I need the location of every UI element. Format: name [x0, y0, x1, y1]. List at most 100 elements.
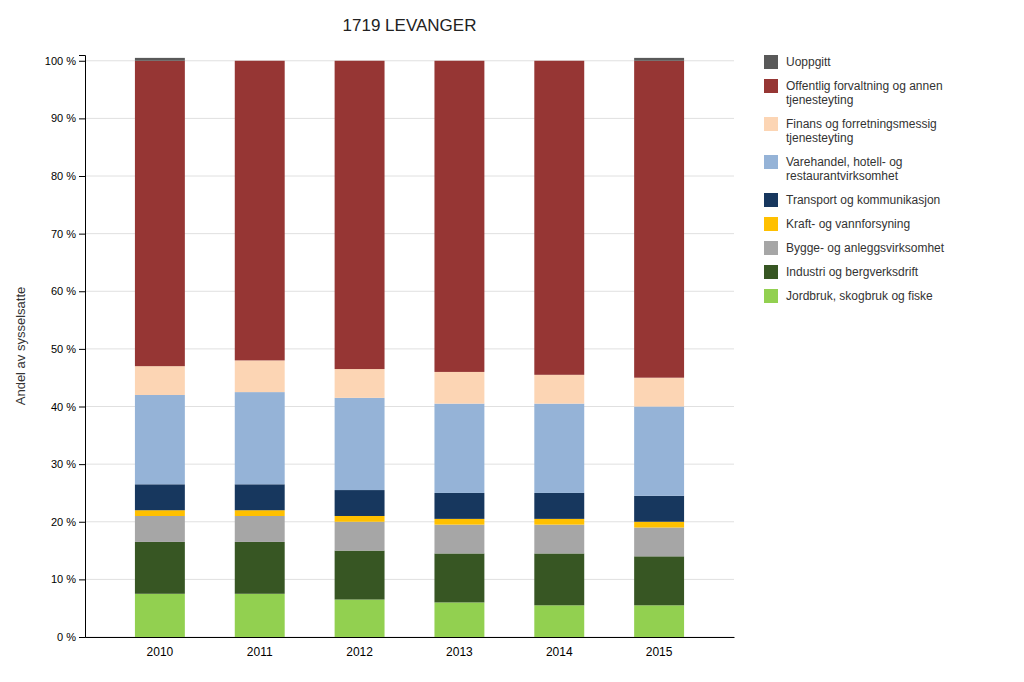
y-tick: 80 %: [51, 170, 85, 182]
legend-item: Offentlig forvaltning og annen tjenestey…: [764, 79, 946, 107]
x-tick-label: 2011: [247, 645, 273, 659]
y-tick-mark: [79, 637, 85, 638]
bar-segment: [235, 60, 285, 61]
y-tick-label: 30 %: [51, 458, 76, 470]
y-axis-line: [79, 56, 86, 638]
bar-segment: [634, 407, 684, 496]
y-tick-mark: [79, 234, 85, 235]
bar-series: [135, 542, 684, 605]
bar-segment: [534, 525, 584, 554]
x-tick-label: 2015: [646, 645, 673, 659]
x-tick-label: 2014: [546, 645, 573, 659]
bar-segment: [235, 516, 285, 542]
bar-segment: [634, 528, 684, 557]
bar-series: [135, 360, 684, 406]
legend-swatch: [764, 193, 778, 207]
bar-segment: [235, 510, 285, 516]
bar-segment: [235, 360, 285, 392]
y-tick: 30 %: [51, 458, 85, 470]
legend-swatch: [764, 155, 778, 169]
bar-segment: [135, 484, 185, 510]
bar-segment: [534, 61, 584, 375]
legend: Uoppgitt Offentlig forvaltning og annen t…: [764, 55, 946, 303]
y-tick-label: 80 %: [51, 170, 76, 182]
y-tick: 90 %: [51, 112, 85, 124]
chart: 2010201120122013201420150 %10 %20 %30 %4…: [0, 0, 1024, 682]
y-tick-label: 90 %: [51, 112, 76, 124]
y-tick-mark: [79, 407, 85, 408]
y-tick-label: 60 %: [51, 285, 76, 297]
bar-segment: [434, 553, 484, 602]
legend-item: Bygge- og anleggsvirksomhet: [764, 241, 945, 255]
y-tick: 70 %: [51, 228, 85, 240]
bar-segment: [335, 522, 385, 551]
bar-segment: [335, 398, 385, 490]
bar-series: [135, 61, 684, 378]
x-tick: 2013: [446, 645, 473, 659]
y-tick-mark: [79, 61, 85, 62]
bar-segment: [235, 61, 285, 361]
y-tick: 100 %: [45, 55, 85, 67]
bar-segment: [135, 542, 185, 594]
bar-segment: [434, 525, 484, 554]
y-tick: 0 %: [57, 631, 85, 643]
legend-swatch: [764, 241, 778, 255]
bar-segment: [135, 510, 185, 516]
x-tick: 2015: [646, 645, 673, 659]
bar-segment: [235, 484, 285, 510]
bar-segment: [135, 366, 185, 395]
bar-segment: [434, 602, 484, 637]
y-tick-mark: [79, 464, 85, 465]
bar-segment: [335, 600, 385, 637]
y-tick-label: 50 %: [51, 343, 76, 355]
legend-swatch: [764, 117, 778, 131]
bar-segment: [135, 395, 185, 484]
bar-segment: [335, 516, 385, 522]
bar-segment: [634, 556, 684, 605]
legend-label: Kraft- og vannforsyning: [786, 217, 910, 231]
legend-label: Transport og kommunikasjon: [786, 193, 940, 207]
x-tick: 2012: [346, 645, 373, 659]
y-axis-title: Andel av sysselsatte: [13, 287, 28, 406]
y-tick-mark: [79, 291, 85, 292]
x-tick-label: 2013: [446, 645, 473, 659]
bar-segment: [634, 522, 684, 528]
y-tick-label: 70 %: [51, 228, 76, 240]
x-tick-label: 2012: [346, 645, 373, 659]
legend-item: Industri og bergverksdrift: [764, 265, 919, 279]
y-tick: 40 %: [51, 401, 85, 413]
x-tick: 2011: [247, 645, 273, 659]
y-tick: 20 %: [51, 516, 85, 528]
bar-series: [135, 484, 684, 521]
title: 1719 LEVANGER: [343, 16, 477, 35]
y-tick: 60 %: [51, 285, 85, 297]
bar-segment: [634, 61, 684, 378]
legend-label: Finans og forretningsmessig tjenesteytin…: [786, 117, 940, 145]
y-tick-mark: [79, 176, 85, 177]
bar-segment: [434, 404, 484, 493]
bar-segment: [434, 519, 484, 525]
bar-segment: [335, 490, 385, 516]
bar-segment: [634, 496, 684, 522]
legend-label: Uoppgitt: [786, 55, 831, 69]
bar-segment: [534, 493, 584, 519]
legend-item: Jordbruk, skogbruk og fiske: [764, 289, 933, 303]
plot: 2010201120122013201420150 %10 %20 %30 %4…: [45, 55, 735, 659]
bar-segment: [534, 605, 584, 637]
legend-swatch: [764, 289, 778, 303]
bar-segment: [534, 519, 584, 525]
x-tick: 2014: [546, 645, 573, 659]
bar-segment: [135, 594, 185, 637]
y-tick-label: 40 %: [51, 401, 76, 413]
bar-segment: [634, 605, 684, 637]
bar-segment: [235, 392, 285, 484]
legend-label: Offentlig forvaltning og annen tjenestey…: [786, 79, 946, 107]
legend-item: Kraft- og vannforsyning: [764, 217, 910, 231]
x-tick-label: 2010: [147, 645, 174, 659]
x-tick: 2010: [147, 645, 174, 659]
bar-segment: [534, 553, 584, 605]
x-axis: 2010 2011 2012 2013 2014 2015: [86, 638, 735, 659]
grid: [85, 61, 734, 637]
bar-segment: [335, 61, 385, 369]
bar-segment: [534, 60, 584, 61]
